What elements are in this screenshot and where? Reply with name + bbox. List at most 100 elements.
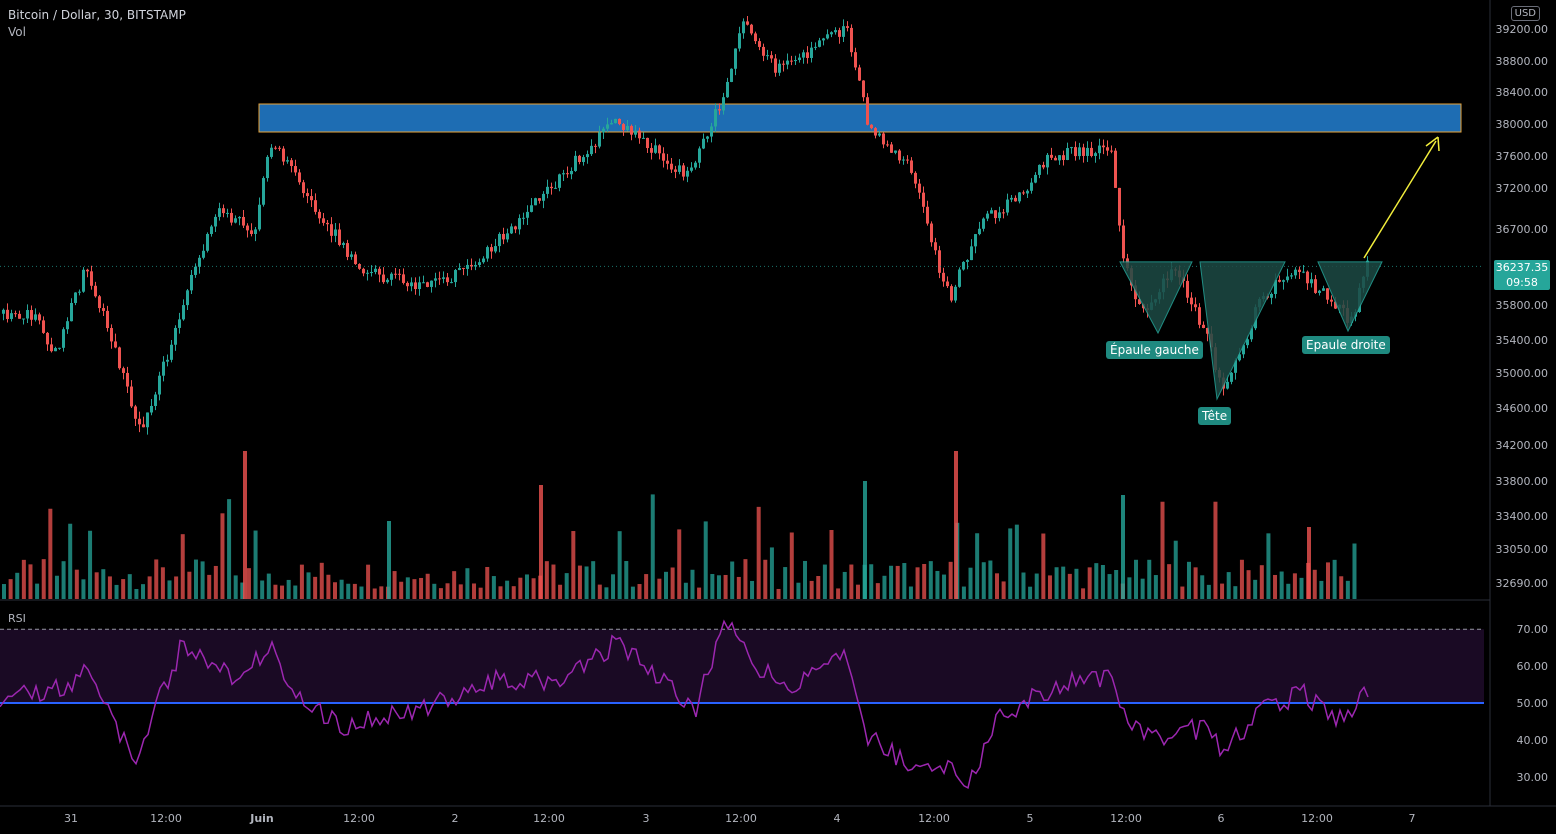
candle-body	[786, 60, 789, 65]
volume-bar	[1326, 562, 1330, 599]
currency-badge[interactable]: USD	[1510, 6, 1540, 21]
price-tick-label: 36700.00	[1496, 223, 1549, 236]
candle-body	[442, 277, 445, 279]
candle-body	[1226, 381, 1229, 389]
candle-body	[998, 212, 1001, 219]
candle	[762, 43, 765, 62]
candle-body	[110, 328, 113, 342]
candle-body	[346, 243, 349, 257]
candle-body	[778, 63, 781, 73]
volume-bar	[849, 564, 854, 599]
candle-body	[274, 147, 277, 149]
volume-bar	[1186, 561, 1191, 599]
candle	[1090, 141, 1093, 158]
candle-body	[162, 361, 165, 376]
volume-bar	[491, 576, 496, 599]
candle	[398, 269, 401, 281]
candle-body	[94, 285, 97, 297]
candle-body	[530, 205, 533, 212]
candle	[158, 371, 161, 401]
candle-body	[302, 182, 305, 194]
candle	[994, 210, 997, 224]
candle	[882, 132, 885, 149]
volume-bar	[677, 529, 682, 599]
candle-body	[1110, 150, 1113, 152]
candle-body	[682, 165, 685, 177]
candle-body	[1282, 280, 1285, 282]
candle-body	[342, 243, 345, 245]
candle	[594, 143, 597, 154]
candle-body	[846, 26, 849, 28]
volume-bar	[1081, 588, 1086, 599]
candle	[26, 304, 29, 324]
head-label[interactable]: Tête	[1198, 407, 1232, 425]
volume-bar	[41, 559, 46, 599]
volume-bar	[637, 584, 642, 599]
volume-bar	[445, 583, 450, 599]
candle-body	[1074, 147, 1077, 157]
volume-bar	[174, 576, 179, 599]
candle-body	[770, 55, 773, 59]
volume-bar	[346, 583, 351, 599]
candle-body	[206, 233, 209, 251]
candle	[814, 42, 817, 51]
candle	[70, 298, 73, 322]
volume-bar	[333, 582, 337, 599]
candle	[134, 404, 137, 426]
volume-bar	[789, 532, 794, 599]
candle	[98, 294, 101, 313]
candle	[774, 54, 777, 77]
volume-spike	[954, 451, 958, 599]
volume-bar	[107, 576, 112, 599]
candle	[1074, 141, 1077, 161]
candle-body	[1294, 269, 1297, 276]
candle-body	[390, 273, 393, 280]
volume-bar	[736, 576, 741, 599]
volume-bar	[644, 574, 649, 599]
volume-bar	[710, 574, 715, 599]
candle	[922, 186, 925, 213]
volume-bar	[121, 579, 126, 599]
time-tick-label: 2	[452, 812, 459, 825]
candle-body	[230, 212, 233, 223]
candle	[198, 255, 201, 274]
candle	[58, 347, 61, 350]
volume-bar	[961, 586, 966, 599]
volume-bar	[690, 569, 695, 599]
volume-bar	[730, 561, 735, 599]
volume-bar	[988, 560, 993, 599]
candle	[802, 49, 805, 64]
candle	[522, 212, 525, 225]
volume-bar	[895, 565, 900, 599]
volume-bar	[419, 577, 424, 599]
candle	[1286, 268, 1289, 283]
price-tick-label: 38400.00	[1496, 86, 1549, 99]
rsi-line	[0, 619, 1369, 790]
candle-body	[546, 186, 549, 194]
candle	[394, 267, 397, 279]
candle	[686, 166, 689, 183]
right-shoulder-label[interactable]: Epaule droite	[1302, 336, 1390, 354]
candle	[1094, 151, 1097, 163]
candle	[1294, 267, 1297, 279]
candle-body	[1022, 192, 1025, 194]
volume-bar	[220, 513, 225, 599]
time-tick-label: 12:00	[725, 812, 757, 825]
candle-body	[26, 310, 29, 319]
candle-body	[434, 278, 437, 281]
candle-body	[1242, 345, 1245, 355]
candle-body	[566, 173, 569, 175]
candle-body	[474, 265, 477, 267]
candle-body	[1086, 147, 1089, 156]
left-shoulder-label[interactable]: Épaule gauche	[1106, 341, 1203, 359]
candle	[1042, 161, 1045, 170]
candle-body	[686, 170, 689, 177]
candle-body	[858, 67, 861, 81]
candle-body	[106, 310, 109, 329]
candle-body	[1198, 307, 1201, 325]
candle-body	[678, 165, 681, 172]
candle	[206, 232, 209, 253]
volume-bar	[650, 494, 655, 599]
candle-body	[1034, 174, 1037, 183]
